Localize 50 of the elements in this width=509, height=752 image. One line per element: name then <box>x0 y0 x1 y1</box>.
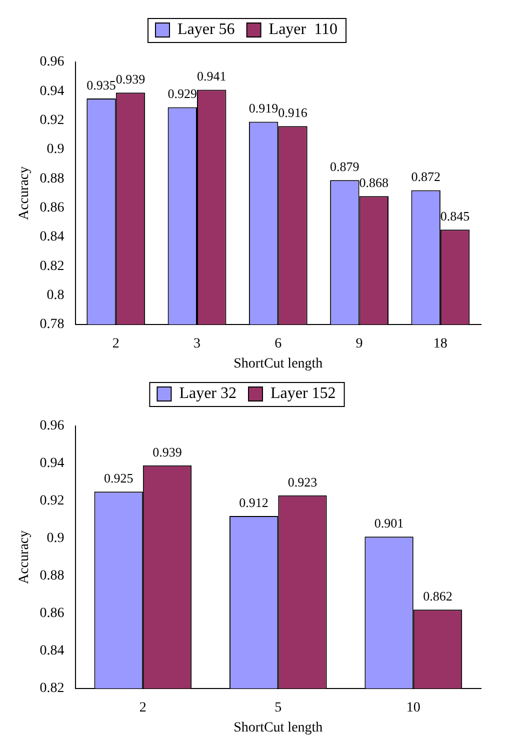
y-axis-title: Accuracy <box>17 530 32 584</box>
y-tick-label: 0.92 <box>40 112 64 128</box>
x-tick-label: 2 <box>139 700 146 716</box>
y-tick-label: 0.82 <box>40 681 64 696</box>
x-tick-label: 9 <box>356 336 363 352</box>
y-tick-label: 0.96 <box>40 418 64 434</box>
legend-label: Layer 56 <box>177 21 235 38</box>
x-tick-label: 6 <box>274 336 282 352</box>
data-label: 0.901 <box>374 516 404 531</box>
data-label: 0.923 <box>288 474 318 490</box>
x-tick-label: 2 <box>112 336 120 352</box>
y-tick-label: 0.9 <box>46 531 64 546</box>
y-tick-label: 0.88 <box>40 568 64 584</box>
data-label: 0.845 <box>440 208 470 224</box>
y-tick-label: 0.78 <box>40 317 64 332</box>
data-label: 0.935 <box>86 77 116 92</box>
y-tick-label: 0.86 <box>40 200 64 216</box>
x-tick-label: 3 <box>194 336 201 352</box>
y-tick-label: 0.86 <box>40 606 64 622</box>
legend-label: Layer 110 <box>268 21 338 38</box>
y-tick-label: 0.82 <box>40 258 64 274</box>
x-axis-title: ShortCut length <box>234 720 323 736</box>
y-tick-label: 0.84 <box>40 644 64 659</box>
y-tick-label: 0.9 <box>46 142 64 158</box>
data-label: 0.862 <box>423 588 452 604</box>
y-tick-label: 0.88 <box>40 171 64 186</box>
data-label: 0.925 <box>104 470 134 486</box>
data-label: 0.868 <box>359 175 389 190</box>
x-tick-label: 18 <box>433 336 448 352</box>
data-label: 0.912 <box>239 494 268 510</box>
data-label: 0.872 <box>411 169 440 184</box>
y-tick-label: 0.84 <box>40 230 64 245</box>
y-axis-title: Accuracy <box>17 166 32 220</box>
data-label: 0.916 <box>278 105 308 120</box>
data-label: 0.941 <box>196 68 226 84</box>
x-axis-title: ShortCut length <box>234 356 323 372</box>
y-tick-label: 0.8 <box>46 288 64 303</box>
x-tick-label: 10 <box>406 700 420 716</box>
legend-label: Layer 152 <box>270 385 336 402</box>
data-label: 0.929 <box>168 86 198 102</box>
legend-label: Layer 32 <box>179 385 237 402</box>
y-tick-label: 0.94 <box>40 456 64 472</box>
y-tick-label: 0.96 <box>40 54 64 70</box>
y-tick-label: 0.94 <box>40 84 64 99</box>
data-label: 0.879 <box>330 159 360 174</box>
data-label: 0.939 <box>152 444 182 460</box>
data-label: 0.939 <box>116 72 146 87</box>
x-tick-label: 5 <box>274 700 282 716</box>
y-tick-label: 0.92 <box>40 494 64 509</box>
data-label: 0.919 <box>248 100 278 116</box>
